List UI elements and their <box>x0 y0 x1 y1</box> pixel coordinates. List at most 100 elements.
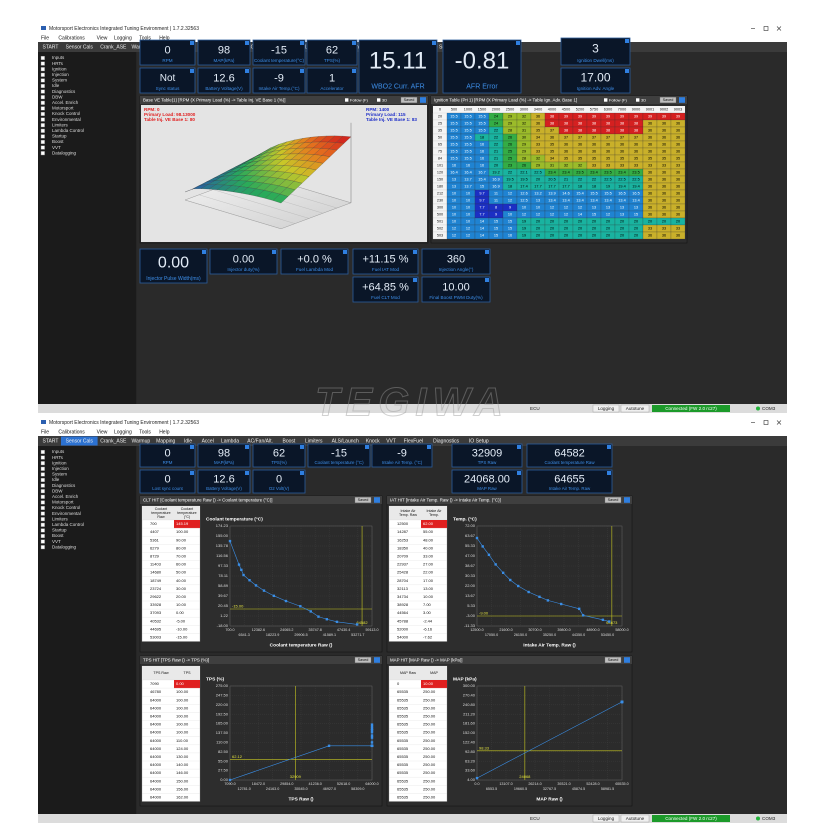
tab[interactable]: Lambda <box>221 439 239 445</box>
gauge-close[interactable] <box>300 41 304 45</box>
status-button-label[interactable]: Logging <box>598 816 615 821</box>
sidebar-item[interactable]: DBW <box>52 488 63 493</box>
sidebar-item[interactable]: Lambda Control <box>52 128 84 133</box>
sidebar-item[interactable]: DBW <box>52 94 63 99</box>
menu-item[interactable]: Help <box>159 430 170 436</box>
sidebar-item[interactable]: HRTs <box>52 61 64 66</box>
close-button[interactable] <box>374 657 380 663</box>
gauge-close[interactable] <box>625 69 629 73</box>
sidebar-checkbox[interactable] <box>40 494 45 499</box>
close-button[interactable] <box>679 97 685 103</box>
sidebar-checkbox[interactable] <box>40 483 45 488</box>
menu-item[interactable]: Logging <box>114 36 132 42</box>
follow-checkbox[interactable] <box>604 98 608 102</box>
gauge-close[interactable] <box>190 69 194 73</box>
sidebar-item[interactable]: HRTs <box>52 455 64 460</box>
gauge-close[interactable] <box>352 41 356 45</box>
saved-button[interactable] <box>604 657 622 663</box>
sidebar-checkbox[interactable] <box>40 139 45 144</box>
sidebar-item[interactable]: Limiters <box>52 122 69 127</box>
close-button[interactable] <box>374 497 380 503</box>
gauge-close[interactable] <box>607 445 611 449</box>
close-button[interactable] <box>624 657 630 663</box>
sidebar-item[interactable]: Environmental <box>52 511 81 516</box>
sidebar-item[interactable]: Datalogging <box>52 150 77 155</box>
saved-button[interactable] <box>354 497 372 503</box>
tab[interactable]: Sensor Cals <box>66 439 94 445</box>
sidebar-checkbox[interactable] <box>40 123 45 128</box>
tab[interactable]: FlexFuel <box>404 439 423 445</box>
tab[interactable]: VVT <box>386 439 396 445</box>
tab[interactable]: Knock <box>366 439 380 445</box>
sidebar-checkbox[interactable] <box>40 489 45 494</box>
gauge-close[interactable] <box>190 445 194 449</box>
sidebar-item[interactable]: System <box>52 78 67 83</box>
menu-item[interactable]: Logging <box>114 430 132 436</box>
gauge-close[interactable] <box>365 445 369 449</box>
sidebar-checkbox[interactable] <box>40 539 45 544</box>
sidebar-checkbox[interactable] <box>40 450 45 455</box>
sidebar-checkbox[interactable] <box>40 506 45 511</box>
gauge-close[interactable] <box>485 250 489 254</box>
gauge-close[interactable] <box>516 41 520 45</box>
sidebar-checkbox[interactable] <box>40 83 45 88</box>
sidebar-checkbox[interactable] <box>40 111 45 116</box>
gauge-close[interactable] <box>190 41 194 45</box>
tab[interactable]: START <box>43 45 59 51</box>
gauge-close[interactable] <box>343 250 347 254</box>
sidebar-item[interactable]: Injection <box>52 466 69 471</box>
gauge-close[interactable] <box>625 39 629 43</box>
sidebar-item[interactable]: VVT <box>52 539 61 544</box>
tab[interactable]: ALS/Launch <box>332 439 359 445</box>
sidebar-checkbox[interactable] <box>40 89 45 94</box>
saved-button[interactable] <box>659 97 677 103</box>
gauge-close[interactable] <box>485 278 489 282</box>
tab[interactable]: Boost <box>283 439 296 445</box>
sidebar-checkbox[interactable] <box>40 128 45 133</box>
saved-label[interactable]: Saved <box>663 98 674 102</box>
gauge-close[interactable] <box>245 69 249 73</box>
sidebar-checkbox[interactable] <box>40 522 45 527</box>
menu-item[interactable]: View <box>97 430 108 436</box>
sidebar-item[interactable]: Environmental <box>52 117 81 122</box>
sidebar-checkbox[interactable] <box>40 78 45 83</box>
sidebar-item[interactable]: Inputs <box>52 449 65 454</box>
sidebar-item[interactable]: Idle <box>52 477 60 482</box>
gauge-close[interactable] <box>272 250 276 254</box>
sidebar-item[interactable]: Limiters <box>52 516 69 521</box>
saved-button[interactable] <box>354 657 372 663</box>
sidebar-checkbox[interactable] <box>40 478 45 483</box>
menu-item[interactable]: Calibrations <box>58 36 85 42</box>
gauge-close[interactable] <box>245 41 249 45</box>
status-button-label[interactable]: Autotune <box>626 816 645 821</box>
saved-label[interactable]: Saved <box>404 98 415 102</box>
status-button[interactable] <box>592 404 620 413</box>
tab[interactable]: Diagnostics <box>433 439 459 445</box>
tab[interactable]: Warmup <box>131 439 150 445</box>
status-button[interactable] <box>592 814 620 823</box>
saved-button[interactable] <box>604 497 622 503</box>
sidebar-checkbox[interactable] <box>40 500 45 505</box>
sidebar-checkbox[interactable] <box>40 145 45 150</box>
sidebar-item[interactable]: Inputs <box>52 55 65 60</box>
view-checkbox[interactable] <box>377 98 381 102</box>
sidebar-item[interactable]: Boost <box>52 139 64 144</box>
saved-button[interactable] <box>400 97 418 103</box>
gauge-close[interactable] <box>413 250 417 254</box>
sidebar-item[interactable]: Motorsport <box>52 500 74 505</box>
sidebar-item[interactable]: Lambda Control <box>52 522 84 527</box>
sidebar-item[interactable]: Knock Control <box>52 111 80 116</box>
menu-item[interactable]: Tools <box>139 430 151 436</box>
tab[interactable]: Sensor Cals <box>66 45 94 51</box>
maximize-button[interactable] <box>763 26 769 31</box>
sidebar-item[interactable]: Injection <box>52 72 69 77</box>
sidebar-checkbox[interactable] <box>40 534 45 539</box>
sidebar-checkbox[interactable] <box>40 67 45 72</box>
sidebar-item[interactable]: Startup <box>52 134 67 139</box>
menu-item[interactable]: View <box>97 36 108 42</box>
sidebar-checkbox[interactable] <box>40 545 45 550</box>
sidebar-checkbox[interactable] <box>40 56 45 61</box>
close-window-button[interactable] <box>776 420 782 425</box>
sidebar-item[interactable]: Diagnostics <box>52 89 76 94</box>
sidebar-item[interactable]: Startup <box>52 528 67 533</box>
